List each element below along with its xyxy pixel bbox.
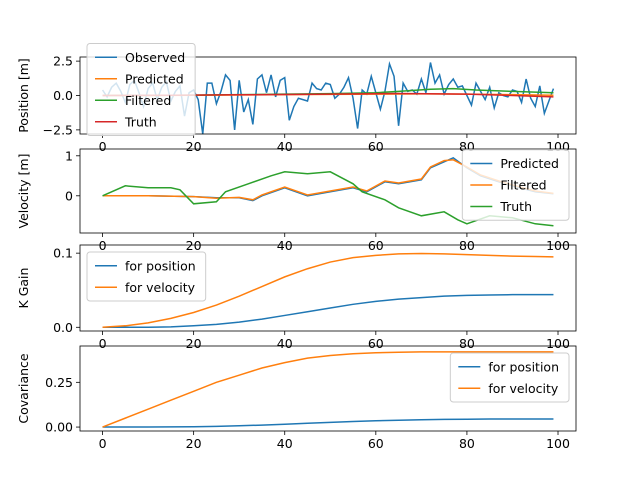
legend: for position for velocity	[86, 251, 207, 302]
x-tick-label: 100	[546, 238, 570, 253]
y-tick-label: 1	[65, 148, 73, 163]
x-tick-label: 100	[546, 336, 570, 351]
y-tick-label: 0.0	[53, 320, 73, 335]
x-tick-label: 60	[368, 139, 384, 154]
x-tick-label: 20	[186, 238, 202, 253]
legend-label: Truth	[124, 114, 157, 129]
x-tick-label: 40	[277, 238, 293, 253]
legend-label: for position	[488, 359, 559, 374]
legend-frame	[86, 251, 207, 302]
x-tick-label: 60	[368, 238, 384, 253]
legend-label: for velocity	[488, 381, 559, 396]
legend-frame	[449, 352, 570, 403]
y-tick-label: 0.1	[53, 246, 73, 261]
legend: Observed Predicted Filtered Truth	[86, 43, 196, 136]
x-tick-label: 80	[459, 238, 475, 253]
y-tick-label: −2.5	[43, 122, 73, 137]
series-line	[102, 418, 554, 428]
y-axis-label: Velocity [m]	[16, 154, 31, 229]
x-tick-label: 20	[186, 336, 202, 351]
y-tick-label: 0.25	[45, 375, 73, 390]
legend-frame	[461, 149, 570, 221]
y-tick-label: 0.0	[53, 88, 73, 103]
x-tick-label: 40	[277, 436, 293, 451]
y-tick-label: 0	[65, 188, 73, 203]
axes-frame	[79, 244, 577, 332]
legend-label: for position	[125, 258, 196, 273]
axes-frame	[79, 345, 577, 432]
y-tick-label: 2.5	[53, 54, 73, 69]
x-tick-label: 20	[186, 139, 202, 154]
series-line	[102, 171, 554, 227]
x-tick-label: 80	[459, 336, 475, 351]
subplot: 0 20 40 60 80 100 0.00 0.25 Covariance	[16, 345, 577, 451]
y-axis-label: Covariance	[16, 353, 31, 424]
axes-frame	[79, 148, 577, 234]
series-line	[102, 252, 554, 329]
series-line	[102, 293, 554, 329]
x-tick-label: 20	[186, 436, 202, 451]
x-tick-label: 0	[99, 139, 107, 154]
legend-label: for velocity	[125, 280, 196, 295]
y-axis-label: K Gain	[16, 268, 31, 309]
subplot: 0 20 40 60 80 100 0 1 Velocity [m]	[16, 148, 577, 253]
legend-label: Truth	[499, 199, 532, 214]
legend-frame	[86, 43, 196, 136]
y-axis-label: Position [m]	[16, 58, 31, 133]
x-tick-label: 60	[368, 336, 384, 351]
legend-label: Predicted	[125, 71, 184, 86]
x-tick-label: 0	[99, 238, 107, 253]
series-line	[102, 351, 554, 428]
x-tick-label: 80	[459, 436, 475, 451]
x-tick-label: 60	[368, 436, 384, 451]
legend: for position for velocity	[449, 352, 570, 403]
x-tick-label: 100	[546, 436, 570, 451]
legend-label: Predicted	[500, 156, 559, 171]
legend-label: Filtered	[125, 93, 171, 108]
x-tick-label: 40	[277, 139, 293, 154]
x-tick-label: 0	[99, 436, 107, 451]
y-tick-label: 0.00	[45, 420, 73, 435]
legend-label: Observed	[125, 50, 185, 65]
subplot: 0 20 40 60 80 100 0.0 0.1 K Gain	[16, 244, 577, 351]
legend: Predicted Filtered Truth	[461, 149, 570, 221]
x-tick-label: 0	[99, 336, 107, 351]
x-tick-label: 40	[277, 336, 293, 351]
legend-label: Filtered	[500, 178, 546, 193]
